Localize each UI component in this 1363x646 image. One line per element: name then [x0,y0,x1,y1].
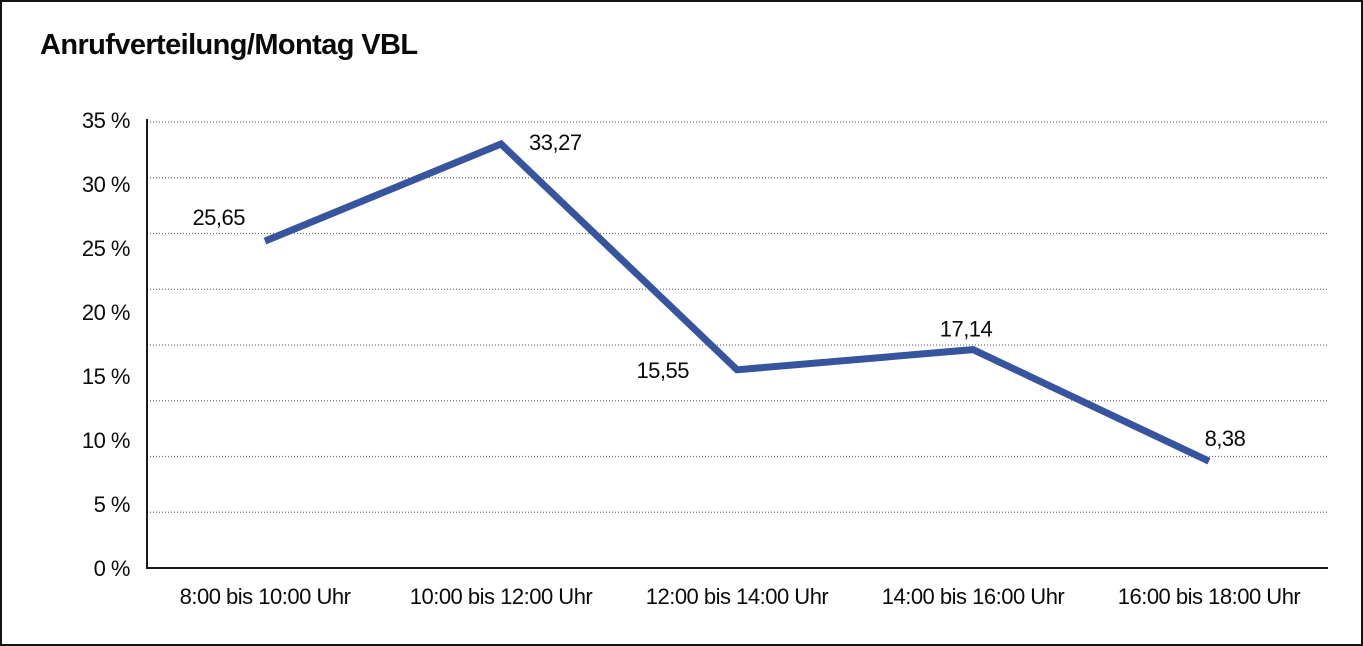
x-category-label: 10:00 bis 12:00 Uhr [410,584,593,609]
y-tick-label: 15 % [82,364,130,389]
x-axis-labels: 8:00 bis 10:00 Uhr 10:00 bis 12:00 Uhr 12:… [180,584,1301,609]
y-tick-label: 5 % [94,492,130,517]
axis-lines [146,119,1328,569]
y-tick-label: 25 % [82,236,130,261]
y-tick-label: 10 % [82,428,130,453]
x-category-label: 16:00 bis 18:00 Uhr [1118,584,1301,609]
y-tick-label: 0 % [94,556,130,581]
x-category-label: 14:00 bis 16:00 Uhr [882,584,1065,609]
data-labels: 25,65 33,27 15,55 17,14 8,38 [192,130,1246,451]
chart-title: Anrufverteilung/Montag VBL [40,29,418,61]
y-tick-label: 35 % [82,108,130,133]
x-category-label: 12:00 bis 14:00 Uhr [646,584,829,609]
y-axis-labels: 35 % 30 % 25 % 20 % 15 % 10 % 5 % 0 % [82,108,131,581]
y-tick-label: 30 % [82,172,130,197]
gridlines [147,121,1327,513]
point-label: 17,14 [940,317,993,342]
x-category-label: 8:00 bis 10:00 Uhr [180,584,351,609]
data-line [263,139,1211,465]
point-label: 33,27 [529,130,582,155]
y-tick-label: 20 % [82,300,130,325]
point-label: 15,55 [636,358,689,383]
point-label: 25,65 [192,205,245,230]
point-label: 8,38 [1205,426,1246,451]
